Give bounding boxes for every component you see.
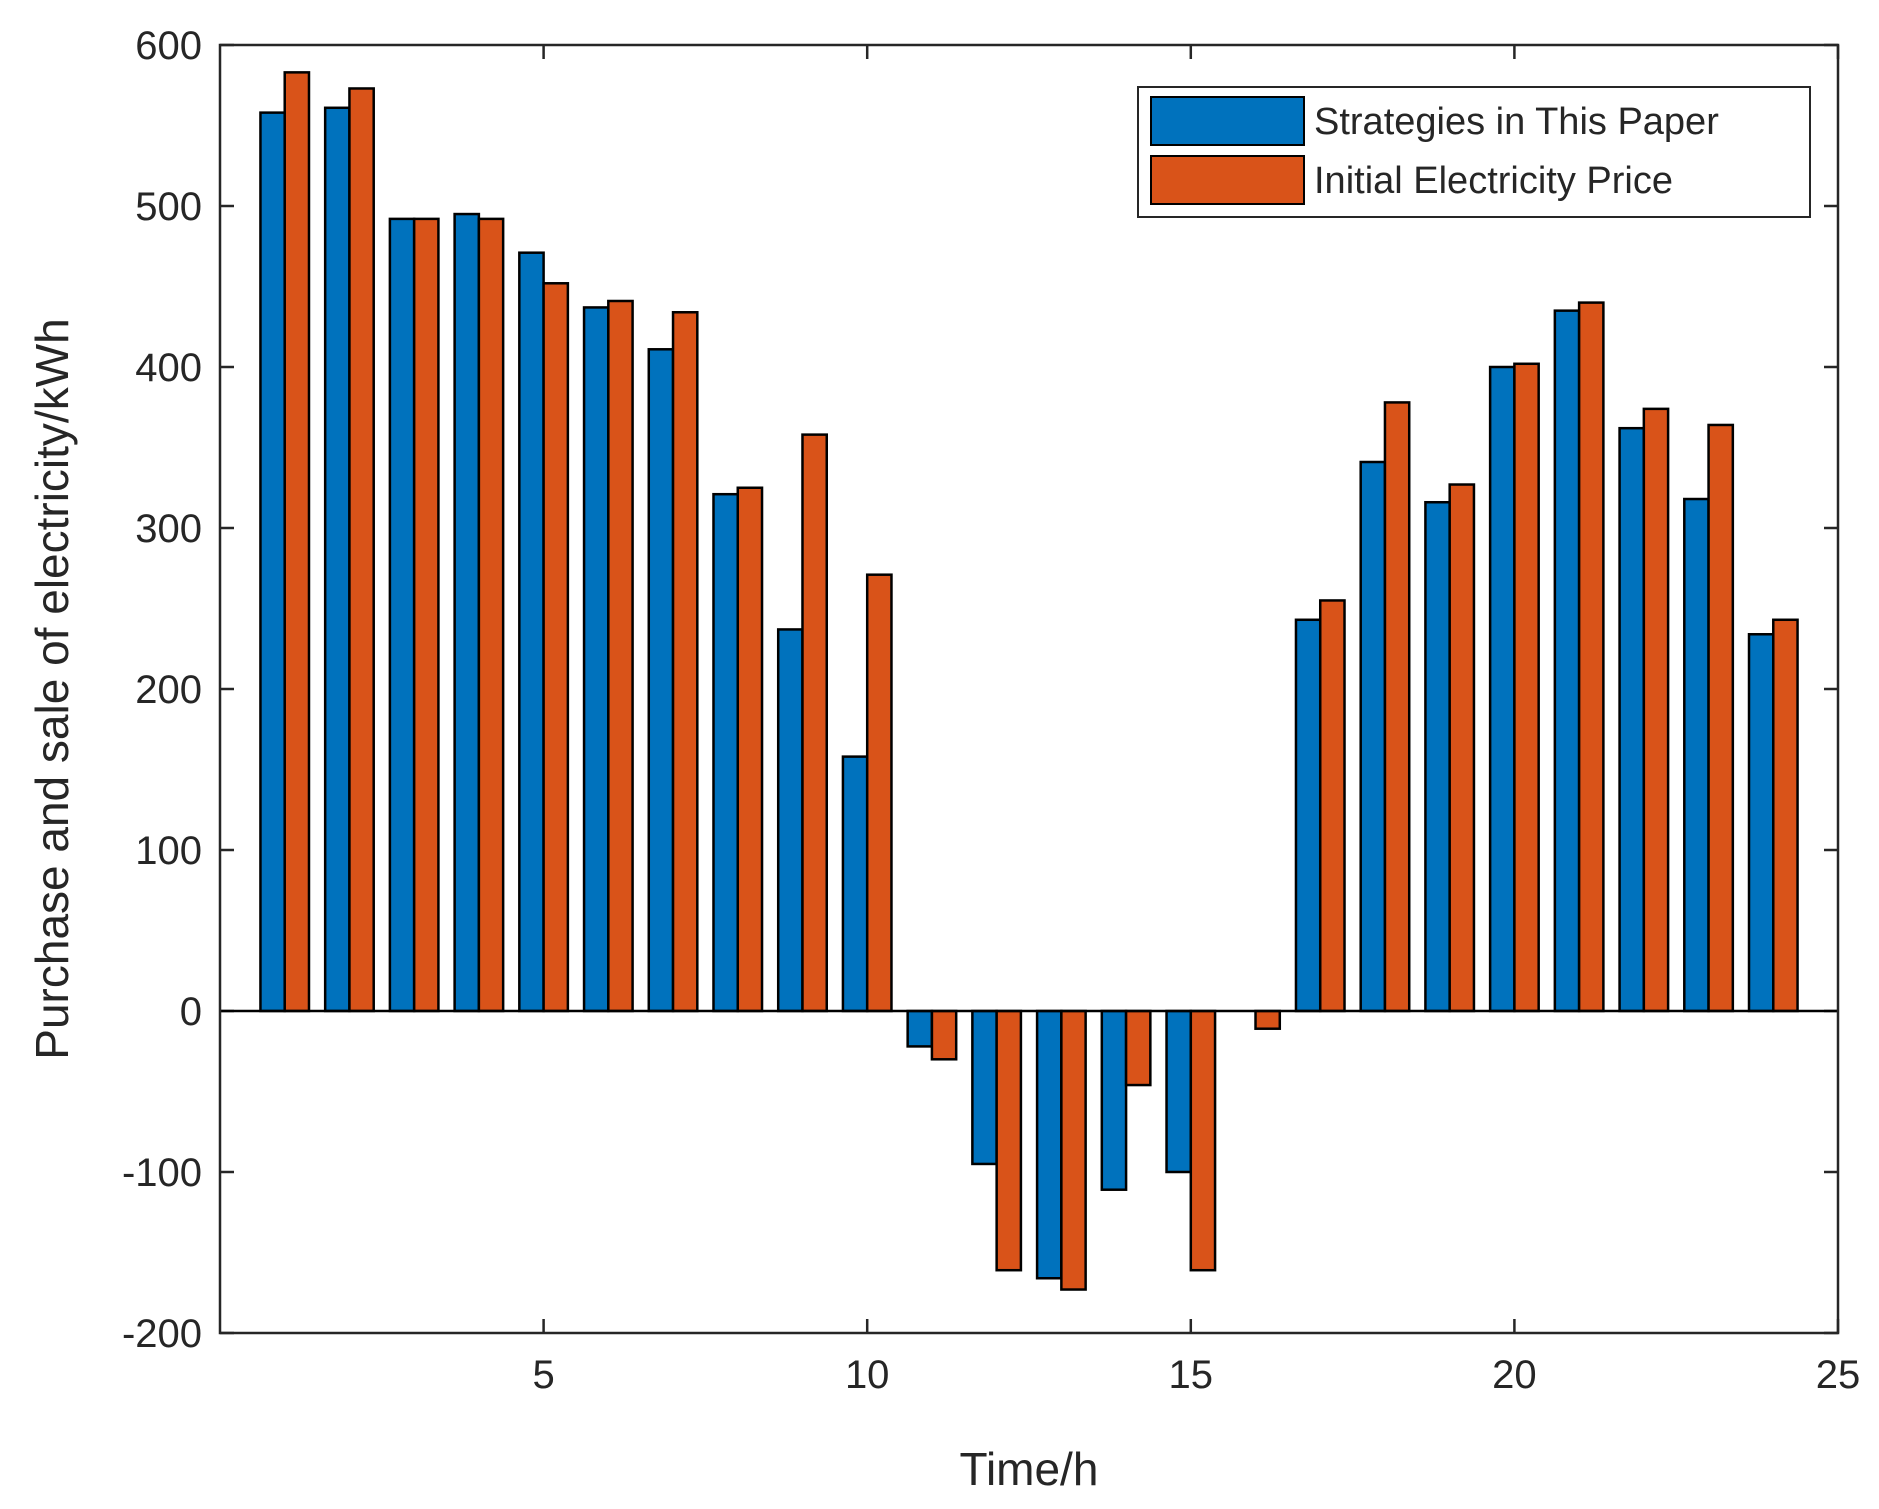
bar-initial-price-10 [865, 573, 893, 1013]
bar-initial-price-13 [1060, 1009, 1087, 1291]
y-tick-label: -100 [122, 1151, 202, 1195]
bar-initial-price-22 [1642, 407, 1670, 1013]
bar-strategies-14 [1100, 1009, 1128, 1191]
plot-frame [218, 43, 1840, 1335]
bar-strategies-5 [518, 251, 545, 1013]
y-tick-label: 600 [135, 24, 202, 68]
bar-strategies-23 [1683, 497, 1710, 1013]
bar-strategies-10 [841, 755, 869, 1013]
legend-label-strategies: Strategies in This Paper [1314, 101, 1719, 143]
bar-strategies-7 [647, 348, 675, 1013]
bar-initial-price-2 [348, 87, 375, 1013]
y-tick-label: 400 [135, 346, 202, 390]
bar-strategies-24 [1747, 633, 1775, 1013]
bar-strategies-2 [323, 106, 351, 1013]
legend-swatch-initial-price [1150, 155, 1305, 205]
bar-strategies-17 [1294, 618, 1322, 1013]
y-tick-label: 0 [180, 990, 202, 1034]
y-tick-label: 100 [135, 829, 202, 873]
bar-strategies-3 [388, 217, 416, 1013]
y-tick-label: 300 [135, 507, 202, 551]
bar-initial-price-4 [477, 217, 505, 1013]
legend-label-initial-price: Initial Electricity Price [1314, 160, 1673, 202]
x-tick-label: 5 [532, 1353, 554, 1397]
bar-strategies-19 [1424, 500, 1451, 1013]
bar-initial-price-23 [1707, 423, 1735, 1013]
legend: Strategies in This Paper Initial Electri… [1137, 86, 1811, 218]
bar-initial-price-3 [412, 217, 440, 1013]
legend-swatch-strategies [1150, 96, 1305, 146]
tick-labels: -200 -100 0 100 200 300 400 500 600 5 10 15 20 25 [122, 24, 1860, 1397]
x-tick-label: 20 [1492, 1353, 1537, 1397]
bar-initial-price-16 [1254, 1009, 1282, 1030]
bar-initial-price-17 [1318, 599, 1346, 1013]
bar-strategies-1 [259, 111, 286, 1013]
bar-strategies-21 [1553, 309, 1581, 1013]
bar-initial-price-14 [1124, 1009, 1152, 1087]
x-tick-label: 25 [1816, 1353, 1861, 1397]
bar-strategies-20 [1488, 365, 1516, 1013]
bar-strategies-9 [776, 628, 804, 1013]
bar-strategies-8 [712, 492, 740, 1013]
y-tick-label: 500 [135, 185, 202, 229]
bar-strategies-12 [971, 1009, 998, 1166]
bar-initial-price-15 [1189, 1009, 1217, 1272]
bar-initial-price-9 [801, 433, 828, 1013]
bar-strategies-22 [1618, 426, 1646, 1013]
bar-strategies-15 [1165, 1009, 1193, 1174]
bar-initial-price-12 [995, 1009, 1023, 1272]
bar-initial-price-5 [542, 282, 570, 1013]
y-tick-label: -200 [122, 1312, 202, 1356]
x-tick-label: 15 [1169, 1353, 1214, 1397]
bar-strategies-11 [906, 1009, 934, 1048]
bar-strategies-18 [1359, 460, 1387, 1013]
bar-initial-price-11 [930, 1009, 958, 1061]
bar-initial-price-20 [1513, 362, 1540, 1013]
x-tick-label: 10 [845, 1353, 890, 1397]
bar-initial-price-6 [607, 299, 634, 1013]
bar-strategies-13 [1035, 1009, 1063, 1280]
bar-strategies-6 [582, 306, 610, 1013]
bar-initial-price-8 [736, 486, 764, 1013]
bar-initial-price-21 [1577, 301, 1605, 1013]
y-tick-label: 200 [135, 668, 202, 712]
bars [259, 71, 1799, 1291]
y-axis-title: Purchase and sale of electricity/kWh [26, 318, 78, 1059]
bar-initial-price-19 [1448, 483, 1476, 1013]
bar-initial-price-1 [283, 71, 311, 1013]
bar-initial-price-18 [1383, 401, 1411, 1013]
bar-initial-price-24 [1772, 618, 1799, 1013]
bar-initial-price-7 [671, 311, 699, 1013]
x-axis-title: Time/h [960, 1443, 1099, 1495]
bar-strategies-4 [453, 212, 481, 1013]
